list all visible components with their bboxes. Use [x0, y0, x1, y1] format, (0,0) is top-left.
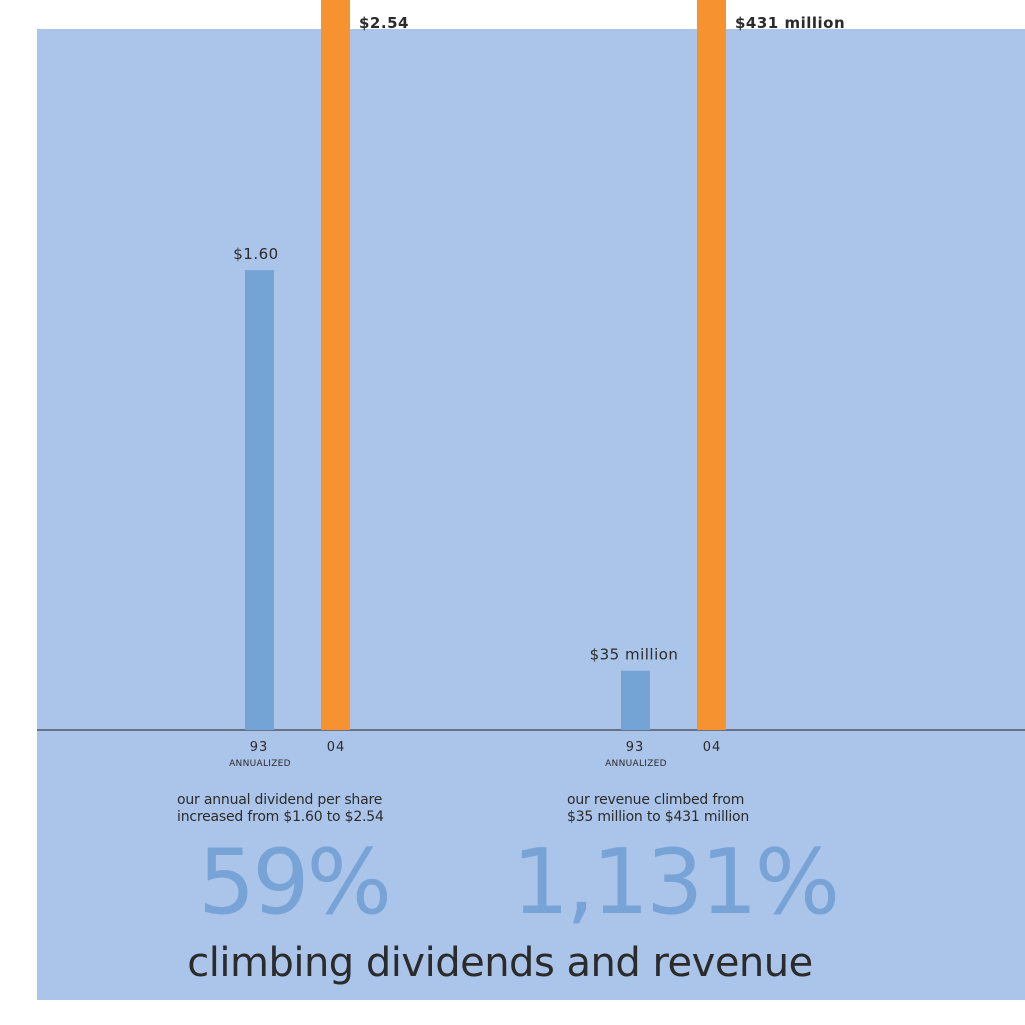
revenue-tick-sublabel-93: ANNUALIZED [605, 759, 667, 769]
dividend-caption: our annual dividend per share increased … [177, 792, 384, 826]
revenue-percent-change: 1,131% [512, 830, 840, 935]
chart-marks: $1.60 93 ANNUALIZED $2.54 04 $35 million 93 ANN… [229, 0, 845, 769]
revenue-caption: our revenue climbed from $35 million to … [567, 792, 749, 826]
revenue-caption-line1: our revenue climbed from [567, 792, 745, 808]
dividend-tick-label-04: 04 [327, 740, 346, 755]
dividend-data-label-04: $2.54 [359, 14, 409, 32]
revenue-data-label-04: $431 million [735, 14, 845, 32]
dividend-tick-label-93: 93 [250, 740, 269, 755]
revenue-bar-04 [697, 0, 726, 730]
revenue-caption-line2: $35 million to $431 million [567, 809, 750, 825]
chart-panel [37, 29, 1025, 1000]
revenue-tick-label-04: 04 [703, 740, 722, 755]
dividend-percent-change: 59% [198, 830, 392, 935]
dividend-bar-93 [245, 270, 274, 730]
dividend-data-label-93: $1.60 [233, 245, 278, 263]
revenue-bar-93 [621, 670, 650, 730]
revenue-tick-label-93: 93 [626, 740, 645, 755]
dividend-caption-line1: our annual dividend per share [177, 792, 383, 808]
revenue-data-label-93: $35 million [590, 646, 679, 664]
page-title: climbing dividends and revenue [187, 940, 813, 986]
dividend-caption-line2: increased from $1.60 to $2.54 [177, 809, 384, 825]
dividend-bar-04 [321, 0, 350, 730]
dividend-tick-sublabel-93: ANNUALIZED [229, 759, 291, 769]
